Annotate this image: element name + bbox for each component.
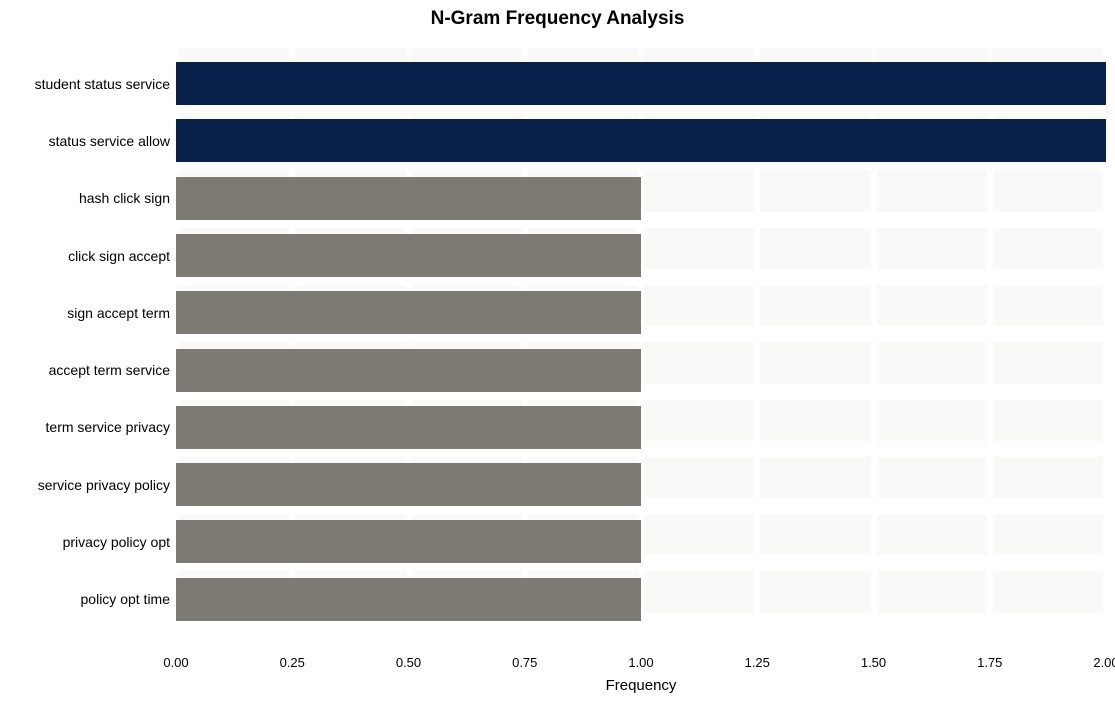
y-tick-label: service privacy policy — [38, 477, 170, 493]
y-tick-label: click sign accept — [68, 248, 170, 264]
y-tick-label: hash click sign — [79, 190, 170, 206]
y-tick-label: term service privacy — [46, 419, 170, 435]
y-tick-label: status service allow — [49, 133, 170, 149]
y-tick-label: sign accept term — [67, 305, 170, 321]
x-tick-label: 0.25 — [280, 655, 305, 670]
bar — [176, 349, 641, 392]
y-tick-label: student status service — [35, 76, 170, 92]
y-tick-label: accept term service — [49, 362, 170, 378]
x-tick-label: 1.00 — [628, 655, 653, 670]
bar — [176, 463, 641, 506]
x-tick-label: 1.75 — [977, 655, 1002, 670]
x-tick-label: 0.00 — [163, 655, 188, 670]
chart-container: N-Gram Frequency Analysis student status… — [0, 0, 1115, 701]
bar — [176, 291, 641, 334]
bar — [176, 177, 641, 220]
bar — [176, 406, 641, 449]
bar — [176, 119, 1106, 162]
x-axis-label: Frequency — [176, 677, 1106, 694]
x-tick-label: 2.00 — [1093, 655, 1115, 670]
chart-title: N-Gram Frequency Analysis — [0, 8, 1115, 30]
x-tick-label: 1.25 — [745, 655, 770, 670]
bar — [176, 234, 641, 277]
y-tick-label: policy opt time — [81, 591, 170, 607]
x-tick-label: 1.50 — [861, 655, 886, 670]
bar — [176, 62, 1106, 105]
x-tick-label: 0.75 — [512, 655, 537, 670]
bar — [176, 520, 641, 563]
bar — [176, 578, 641, 621]
x-tick-label: 0.50 — [396, 655, 421, 670]
y-tick-label: privacy policy opt — [63, 534, 170, 550]
plot-area — [176, 35, 1106, 645]
